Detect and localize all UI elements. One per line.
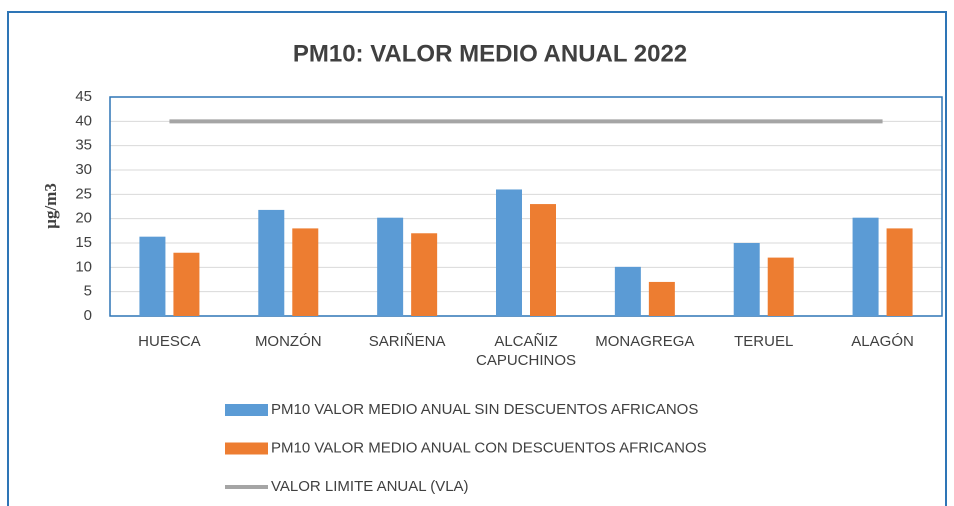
x-tick-label: ALAGÓN — [851, 333, 914, 350]
y-tick-label: 35 — [75, 137, 92, 154]
legend-label: VALOR LIMITE ANUAL (VLA) — [271, 478, 469, 495]
bar — [496, 189, 522, 316]
y-tick-label: 10 — [75, 258, 92, 275]
x-tick-label: HUESCA — [138, 333, 201, 350]
y-tick-label: 0 — [84, 307, 92, 324]
bar — [292, 228, 319, 316]
x-tick-label: MONZÓN — [254, 333, 322, 350]
legend-label: PM10 VALOR MEDIO ANUAL SIN DESCUENTOS AF… — [271, 401, 698, 418]
y-axis-label: µg/m3 — [41, 183, 60, 229]
bar — [852, 217, 879, 316]
legend-swatch — [225, 404, 268, 416]
bar — [648, 281, 675, 316]
legend-swatch — [225, 442, 268, 455]
x-tick-label: SARIÑENA — [368, 333, 446, 350]
bar — [767, 257, 794, 316]
chart-title: PM10: VALOR MEDIO ANUAL 2022 — [293, 40, 687, 67]
y-tick-label: 15 — [75, 234, 92, 251]
legend-label: PM10 VALOR MEDIO ANUAL CON DESCUENTOS AF… — [271, 439, 707, 456]
bar — [411, 233, 438, 316]
bar — [139, 236, 166, 316]
bar — [733, 243, 760, 316]
bar — [530, 204, 556, 316]
bar — [614, 266, 641, 316]
x-tick-label: MONAGREGA — [595, 333, 695, 350]
plot-border — [109, 96, 943, 317]
frame — [7, 11, 947, 506]
x-tick-label: ALCAÑIZ CAPUCHINOS — [475, 333, 576, 369]
y-tick-label: 30 — [75, 161, 92, 178]
x-tick-label: TERUEL — [734, 333, 794, 350]
bar — [886, 228, 913, 316]
bar — [173, 252, 200, 316]
y-tick-label: 45 — [75, 88, 92, 105]
bar — [258, 209, 285, 316]
bar — [377, 217, 404, 316]
y-tick-label: 25 — [75, 185, 92, 202]
y-tick-label: 20 — [75, 210, 92, 227]
y-tick-label: 40 — [75, 112, 92, 129]
y-tick-label: 5 — [84, 283, 92, 300]
